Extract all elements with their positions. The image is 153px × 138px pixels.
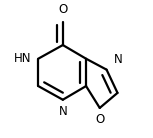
Text: N: N: [58, 105, 67, 118]
Text: N: N: [113, 53, 122, 66]
Text: O: O: [58, 3, 67, 16]
Text: HN: HN: [14, 52, 31, 65]
Text: O: O: [95, 113, 104, 126]
